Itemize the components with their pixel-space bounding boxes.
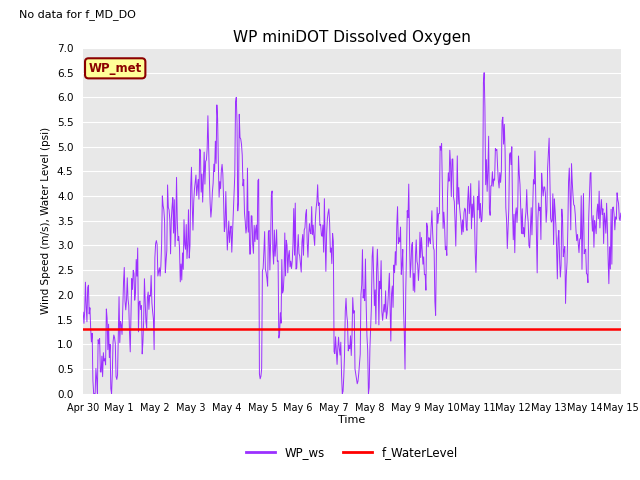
Text: No data for f_MD_DO: No data for f_MD_DO <box>19 10 136 20</box>
X-axis label: Time: Time <box>339 415 365 425</box>
Legend: WP_ws, f_WaterLevel: WP_ws, f_WaterLevel <box>241 441 463 464</box>
Text: WP_met: WP_met <box>88 62 142 75</box>
Title: WP miniDOT Dissolved Oxygen: WP miniDOT Dissolved Oxygen <box>233 30 471 46</box>
Y-axis label: Wind Speed (m/s), Water Level (psi): Wind Speed (m/s), Water Level (psi) <box>42 127 51 314</box>
